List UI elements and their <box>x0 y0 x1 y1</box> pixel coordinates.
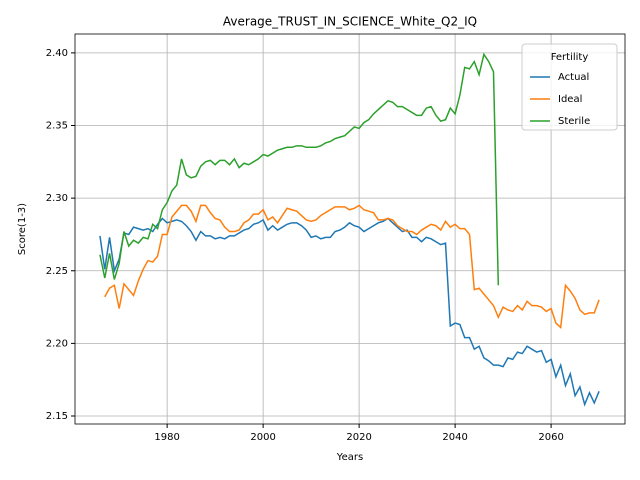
y-tick-label: 2.40 <box>46 48 68 59</box>
x-tick-label: 2060 <box>538 432 563 443</box>
y-tick-label: 2.25 <box>46 266 68 277</box>
series-line <box>99 217 600 407</box>
legend-box <box>521 43 618 131</box>
x-axis-label: Years <box>336 452 363 463</box>
legend-label: Actual <box>558 72 589 83</box>
y-tick-label: 2.30 <box>46 193 68 204</box>
y-tick-label: 2.20 <box>46 338 68 349</box>
axes-frame <box>74 33 626 425</box>
series-line <box>99 52 500 286</box>
legend-label: Ideal <box>558 94 582 105</box>
x-tick-label: 2000 <box>250 432 275 443</box>
series-line <box>104 204 600 329</box>
x-tick-label: 1980 <box>154 432 179 443</box>
legend-title: Fertility <box>551 52 589 63</box>
x-tick-label: 2020 <box>346 432 371 443</box>
y-tick-label: 2.35 <box>46 121 68 132</box>
y-tick-label: 2.15 <box>46 411 68 422</box>
y-axis-label: Score(1-3) <box>17 203 28 255</box>
chart-title: Average_TRUST_IN_SCIENCE_White_Q2_IQ <box>223 15 477 29</box>
legend-label: Sterile <box>558 116 590 127</box>
x-tick-label: 2040 <box>442 432 467 443</box>
